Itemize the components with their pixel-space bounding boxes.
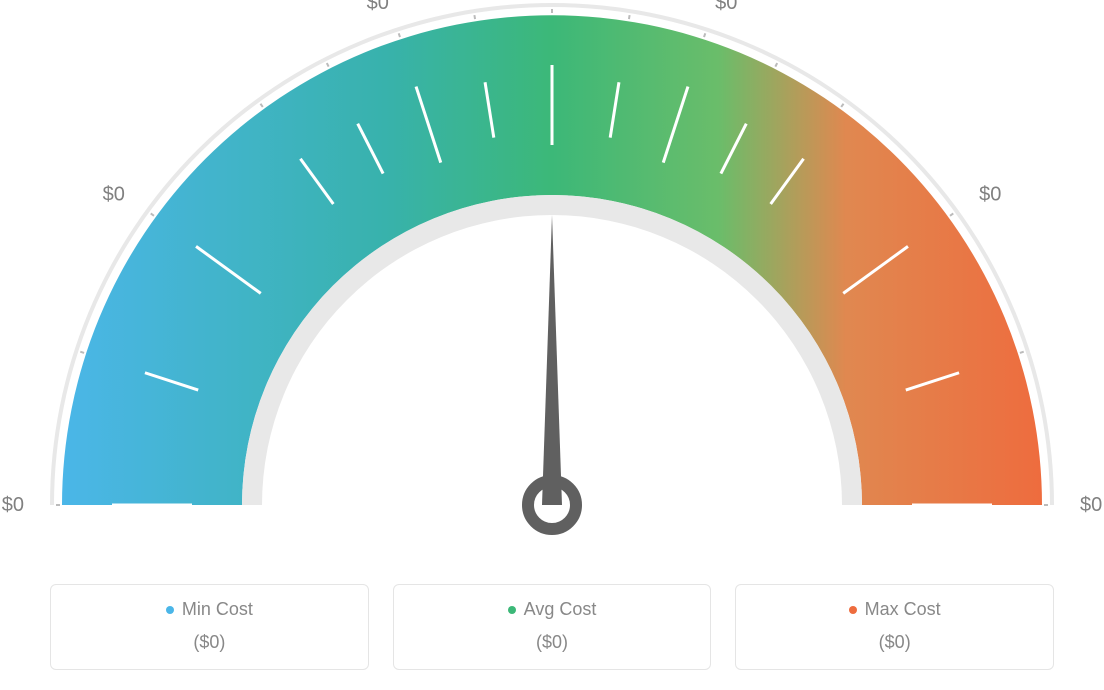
legend-dot-avg <box>508 606 516 614</box>
legend-card-avg: Avg Cost ($0) <box>393 584 712 670</box>
legend-title-avg: Avg Cost <box>524 599 597 620</box>
legend-title-min: Min Cost <box>182 599 253 620</box>
legend-value-max: ($0) <box>746 632 1043 653</box>
svg-text:$0: $0 <box>979 184 1001 206</box>
legend-row: Min Cost ($0) Avg Cost ($0) Max Cost ($0… <box>50 584 1054 670</box>
gauge-svg: $0$0$0$0$0$0$0 <box>0 0 1104 560</box>
svg-text:$0: $0 <box>2 494 24 516</box>
legend-value-min: ($0) <box>61 632 358 653</box>
svg-text:$0: $0 <box>715 0 737 14</box>
legend-dot-max <box>849 606 857 614</box>
gauge-chart: $0$0$0$0$0$0$0 <box>0 0 1104 560</box>
legend-value-avg: ($0) <box>404 632 701 653</box>
svg-text:$0: $0 <box>367 0 389 14</box>
legend-card-min: Min Cost ($0) <box>50 584 369 670</box>
svg-text:$0: $0 <box>103 184 125 206</box>
svg-text:$0: $0 <box>1080 494 1102 516</box>
legend-title-max: Max Cost <box>865 599 941 620</box>
legend-dot-min <box>166 606 174 614</box>
cost-gauge-container: $0$0$0$0$0$0$0 Min Cost ($0) Avg Cost ($… <box>0 0 1104 690</box>
legend-card-max: Max Cost ($0) <box>735 584 1054 670</box>
